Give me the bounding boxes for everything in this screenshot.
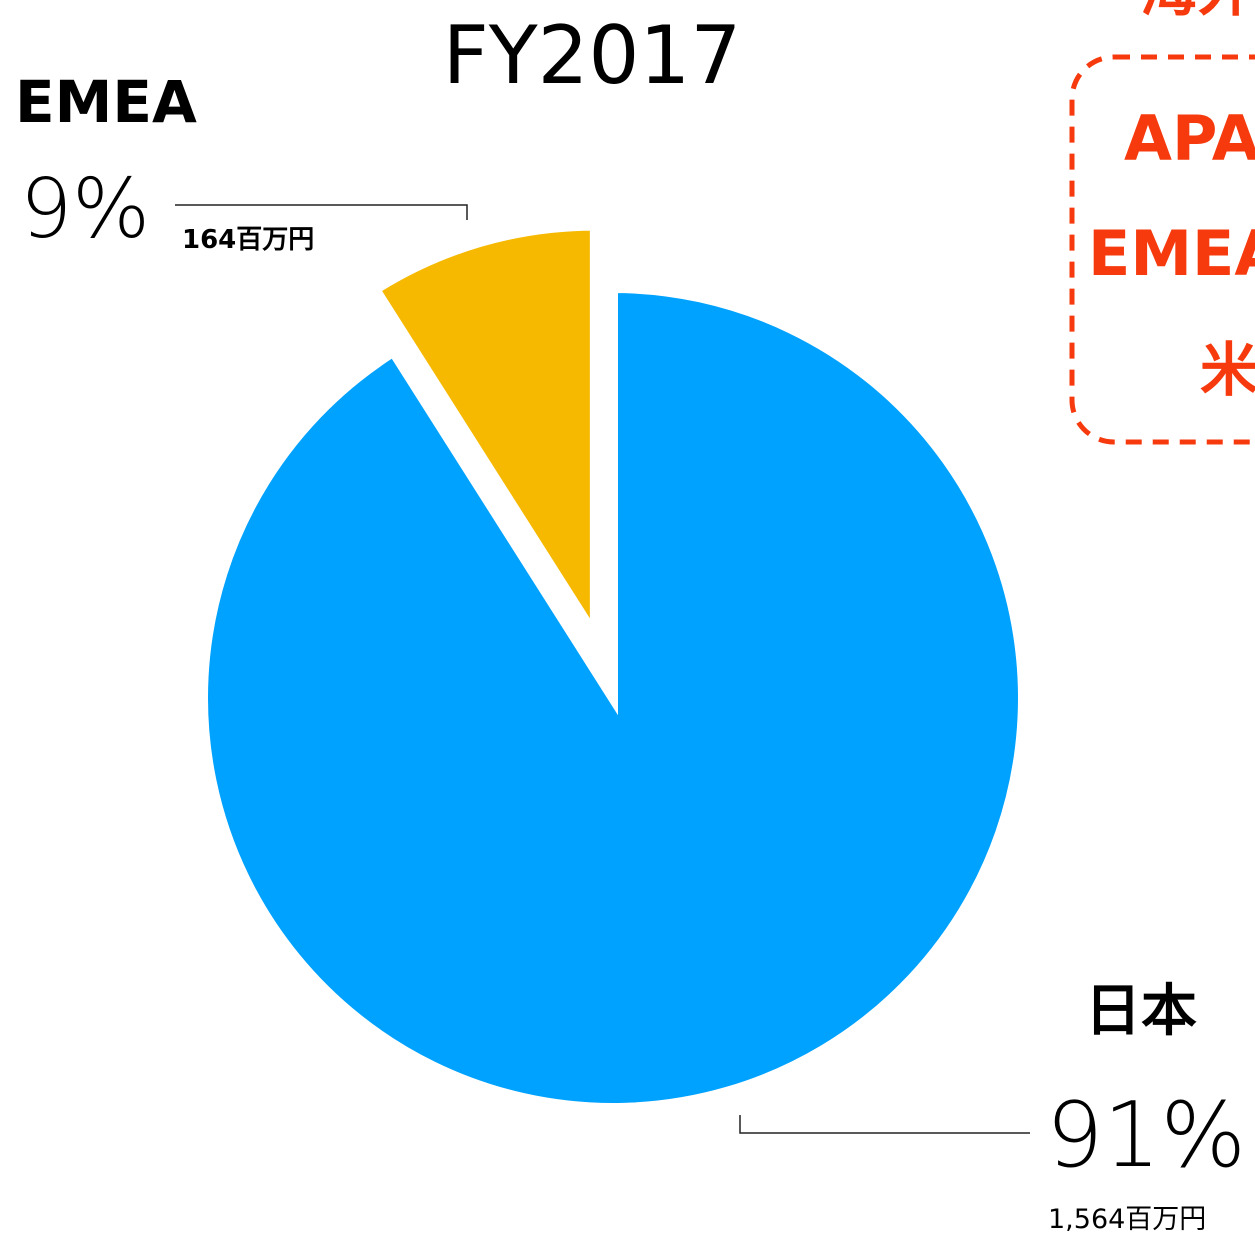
category-label: 日本 [1085, 979, 1197, 1044]
pie [198, 220, 1028, 1113]
value-label: 9% [20, 162, 150, 257]
category-label: EMEA [15, 68, 197, 136]
dashed-box [1069, 54, 1255, 445]
amount-label: 1,564百万円 [1048, 1204, 1206, 1235]
box-text: APA [1124, 102, 1255, 175]
annotation-box: 海外 APA EMEA 米 [1069, 0, 1255, 445]
leader-line [739, 1115, 1030, 1134]
value-label: 91% [1046, 1083, 1246, 1188]
pie-slice [368, 220, 600, 653]
chart-title: FY2017 [443, 9, 741, 102]
pie-slice [198, 282, 1028, 1113]
box-text: 海外 [1140, 0, 1255, 24]
box-text: 米 [1200, 336, 1255, 404]
amount-label: 164百万円 [182, 225, 314, 255]
leader-line [175, 204, 468, 220]
box-text: EMEA [1088, 217, 1255, 290]
